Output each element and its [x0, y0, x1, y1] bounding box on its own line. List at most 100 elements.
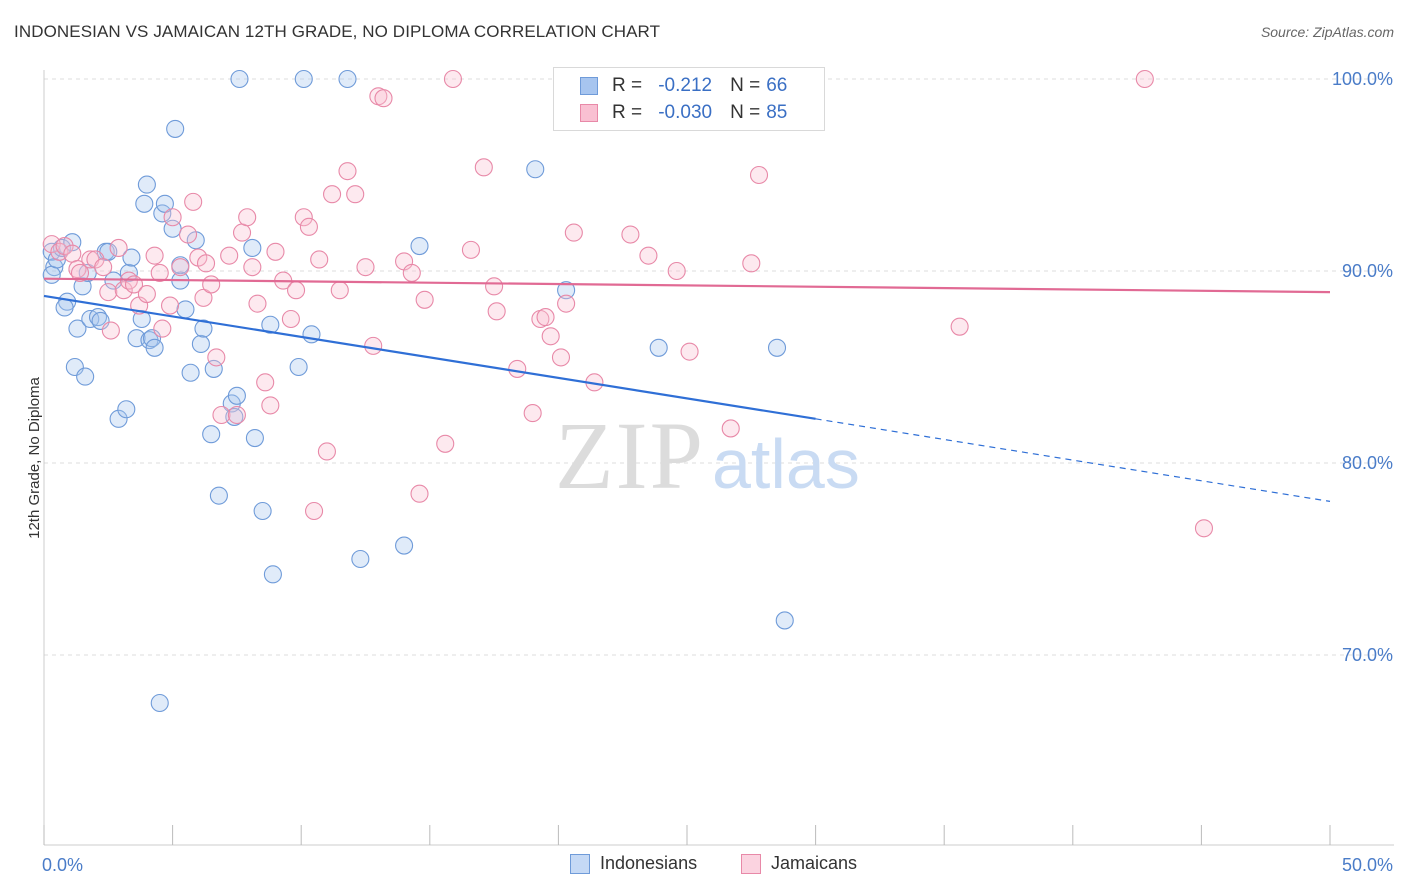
series-legend: Indonesians Jamaicans — [0, 853, 1406, 877]
data-point — [181, 363, 200, 382]
data-point — [294, 208, 313, 227]
legend-row-jamaicans: R = -0.030 N = 85 — [580, 100, 787, 126]
data-point — [42, 265, 61, 284]
legend-item-indonesians[interactable]: Indonesians — [570, 853, 697, 874]
data-point — [135, 194, 154, 213]
legend-label-indonesians: Indonesians — [600, 853, 698, 873]
data-point — [194, 319, 213, 338]
data-point — [70, 263, 90, 282]
data-point — [485, 277, 504, 296]
series-layer — [42, 69, 1214, 713]
trend-line-jamaicans — [43, 277, 1331, 294]
data-point — [775, 611, 794, 630]
data-point — [101, 321, 120, 340]
data-point — [767, 338, 787, 357]
data-point — [721, 419, 740, 438]
correlation-legend: R = -0.212 N = 66 R = -0.030 N = 85 — [553, 67, 825, 131]
data-point — [261, 396, 280, 415]
data-point — [323, 185, 342, 204]
data-point — [305, 501, 324, 521]
data-point — [109, 409, 128, 428]
data-point — [474, 158, 493, 177]
data-point — [551, 348, 571, 367]
legend-item-jamaicans[interactable]: Jamaicans — [741, 853, 857, 874]
data-point — [443, 69, 462, 89]
data-point — [245, 428, 264, 448]
data-point — [310, 250, 329, 269]
data-point — [243, 238, 262, 258]
data-point — [263, 565, 282, 584]
data-point — [160, 296, 180, 315]
legend-swatch-jamaicans — [580, 104, 598, 122]
data-point — [402, 263, 421, 282]
data-point — [410, 236, 429, 256]
watermark: ZIP atlas — [555, 402, 860, 509]
y-tick-label: 90.0% — [1342, 261, 1393, 281]
data-point — [649, 338, 668, 357]
legend-n-value: 66 — [766, 75, 788, 96]
watermark-zip: ZIP — [555, 402, 705, 509]
data-point — [63, 244, 82, 263]
data-point — [76, 367, 95, 386]
data-point — [238, 208, 257, 227]
data-point — [749, 165, 769, 185]
ticks-layer: 70.0% 80.0% 90.0% 100.0% 0.0% 50.0% — [42, 69, 1393, 875]
data-point — [137, 175, 156, 194]
watermark-atlas: atlas — [712, 425, 860, 503]
data-point — [55, 236, 74, 256]
data-point — [299, 217, 318, 236]
data-point — [191, 334, 210, 354]
trend-line-extension — [815, 418, 1331, 502]
data-point — [338, 162, 357, 181]
data-point — [356, 258, 375, 277]
data-point — [150, 693, 169, 713]
y-tick-label: 80.0% — [1342, 453, 1393, 473]
data-point — [523, 404, 542, 423]
data-point — [667, 261, 686, 281]
series-jamaicans — [42, 69, 1214, 538]
data-point — [508, 359, 527, 378]
data-point — [204, 359, 223, 378]
data-point — [202, 425, 221, 444]
data-point — [461, 240, 481, 259]
data-point — [374, 89, 393, 108]
data-point — [330, 281, 349, 300]
data-point — [99, 283, 118, 302]
data-point — [227, 405, 246, 425]
data-point — [163, 208, 182, 227]
data-point — [73, 277, 92, 296]
data-point — [109, 238, 128, 258]
y-axis-label: 12th Grade, No Diploma — [26, 376, 43, 538]
data-point — [487, 302, 506, 321]
data-point — [230, 69, 249, 89]
data-point — [137, 284, 156, 304]
legend-r-value: -0.212 — [658, 75, 713, 96]
data-point — [436, 434, 455, 453]
data-point — [294, 69, 313, 89]
data-point — [220, 246, 239, 265]
legend-n-value: 85 — [766, 102, 788, 123]
legend-swatch-jamaicans — [741, 853, 761, 874]
x-tick-label: 50.0% — [1342, 855, 1393, 875]
data-point — [248, 294, 267, 313]
data-point — [202, 275, 221, 294]
data-point — [155, 194, 174, 213]
legend-n-label: N = — [730, 75, 761, 96]
data-point — [232, 223, 252, 242]
data-point — [256, 373, 275, 392]
data-point — [68, 319, 87, 338]
legend-label-jamaicans: Jamaicans — [771, 853, 858, 873]
data-point — [346, 185, 365, 204]
data-point — [287, 281, 306, 300]
data-point — [289, 357, 308, 377]
data-point — [950, 317, 969, 336]
data-point — [742, 254, 761, 273]
data-point — [526, 160, 545, 179]
data-point — [184, 192, 203, 211]
legend-swatch-indonesians — [570, 853, 590, 874]
data-point — [351, 549, 370, 569]
data-point — [171, 258, 190, 277]
data-point — [564, 223, 583, 242]
data-point — [122, 248, 141, 267]
